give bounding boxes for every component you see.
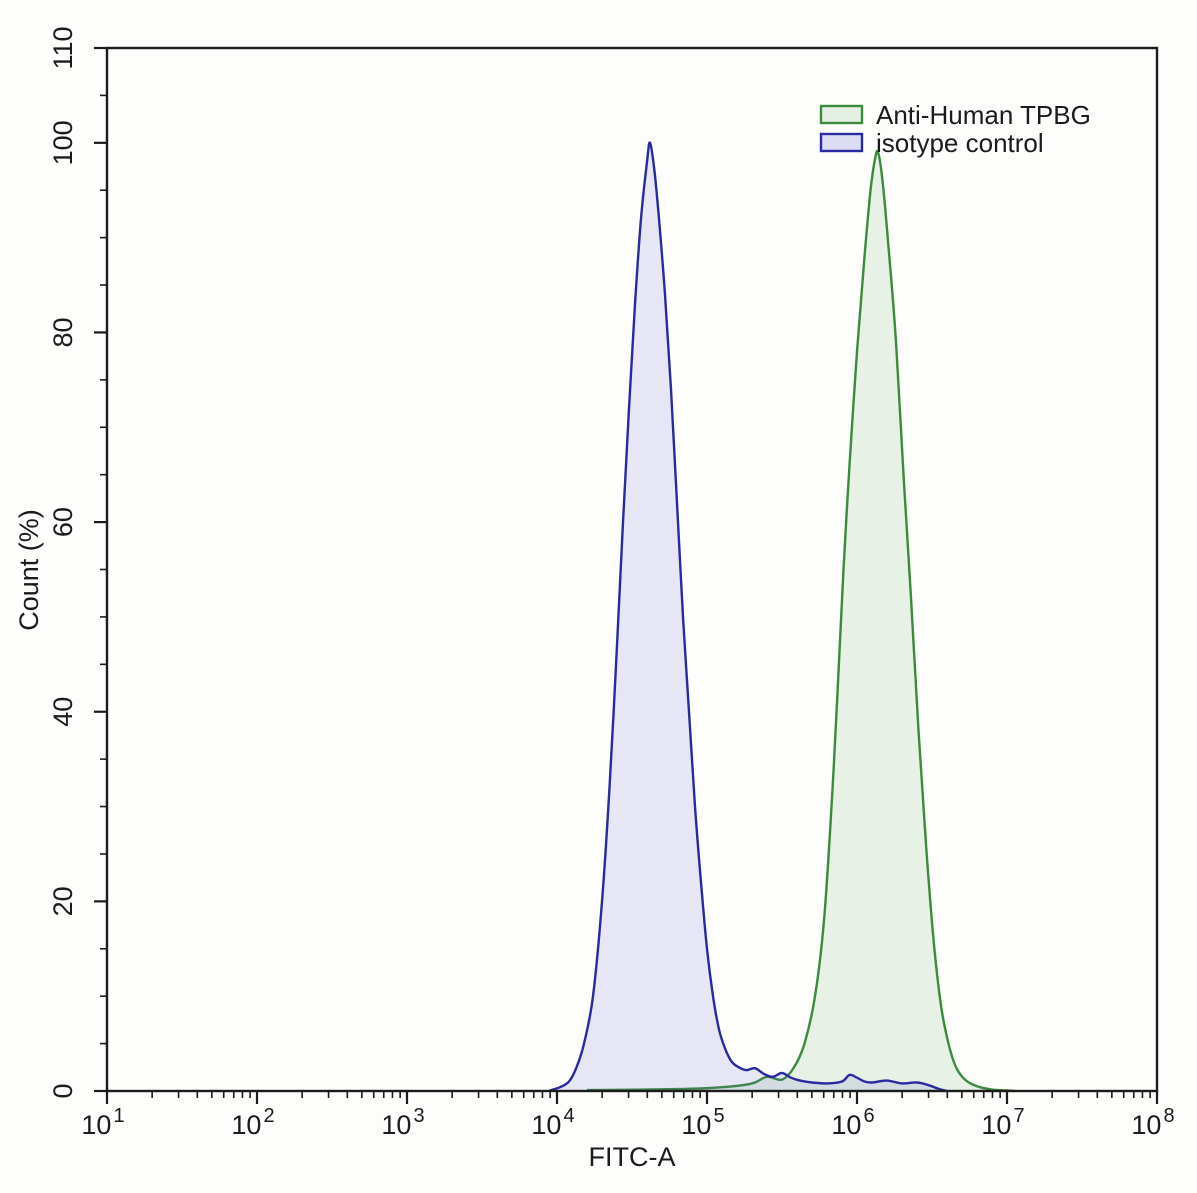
y-axis-ticks [94,46,107,1093]
legend-label-isotype-control: isotype control [876,128,1044,158]
x-tick-label-10e3: 10 3 [381,1105,424,1140]
x-tick-label-10e1: 10 1 [81,1105,124,1140]
curve-isotype-control [549,141,948,1093]
y-tick-label-60: 60 [48,507,78,537]
x-tick-label-10e5: 10 5 [681,1105,724,1140]
y-axis-tick-labels: 0 20 40 60 80 100 110 [48,26,78,1098]
x-axis-tick-labels: 10 1 10 2 10 3 10 4 10 5 10 6 10 7 10 8 [81,1105,1174,1140]
y-tick-label-0: 0 [48,1083,78,1098]
series-group [549,141,1015,1093]
x-tick-label-10e4: 10 4 [531,1105,574,1140]
x-axis-title: FITC-A [589,1142,676,1172]
legend-swatch-anti-human-tpbg [819,104,864,125]
y-tick-label-100: 100 [48,120,78,165]
legend-swatch-isotype-control [819,132,864,153]
x-tick-label-10e6: 10 6 [831,1105,874,1140]
legend-label-anti-human-tpbg: Anti-Human TPBG [876,100,1091,130]
y-tick-label-40: 40 [48,697,78,727]
area-fill-anti-human-tpbg [587,150,1015,1092]
y-tick-label-110: 110 [48,26,78,69]
x-tick-label-10e8: 10 8 [1131,1105,1174,1140]
y-axis-title: Count (%) [14,509,44,631]
legend: Anti-Human TPBG isotype control [819,100,1091,158]
x-tick-label-10e2: 10 2 [231,1105,274,1140]
curve-anti-human-tpbg [586,149,1015,1093]
x-axis-ticks [105,1091,1159,1104]
y-tick-label-80: 80 [48,317,78,347]
area-fill-isotype-control [549,142,947,1092]
x-tick-label-10e7: 10 7 [981,1105,1024,1140]
y-tick-label-20: 20 [48,886,78,916]
